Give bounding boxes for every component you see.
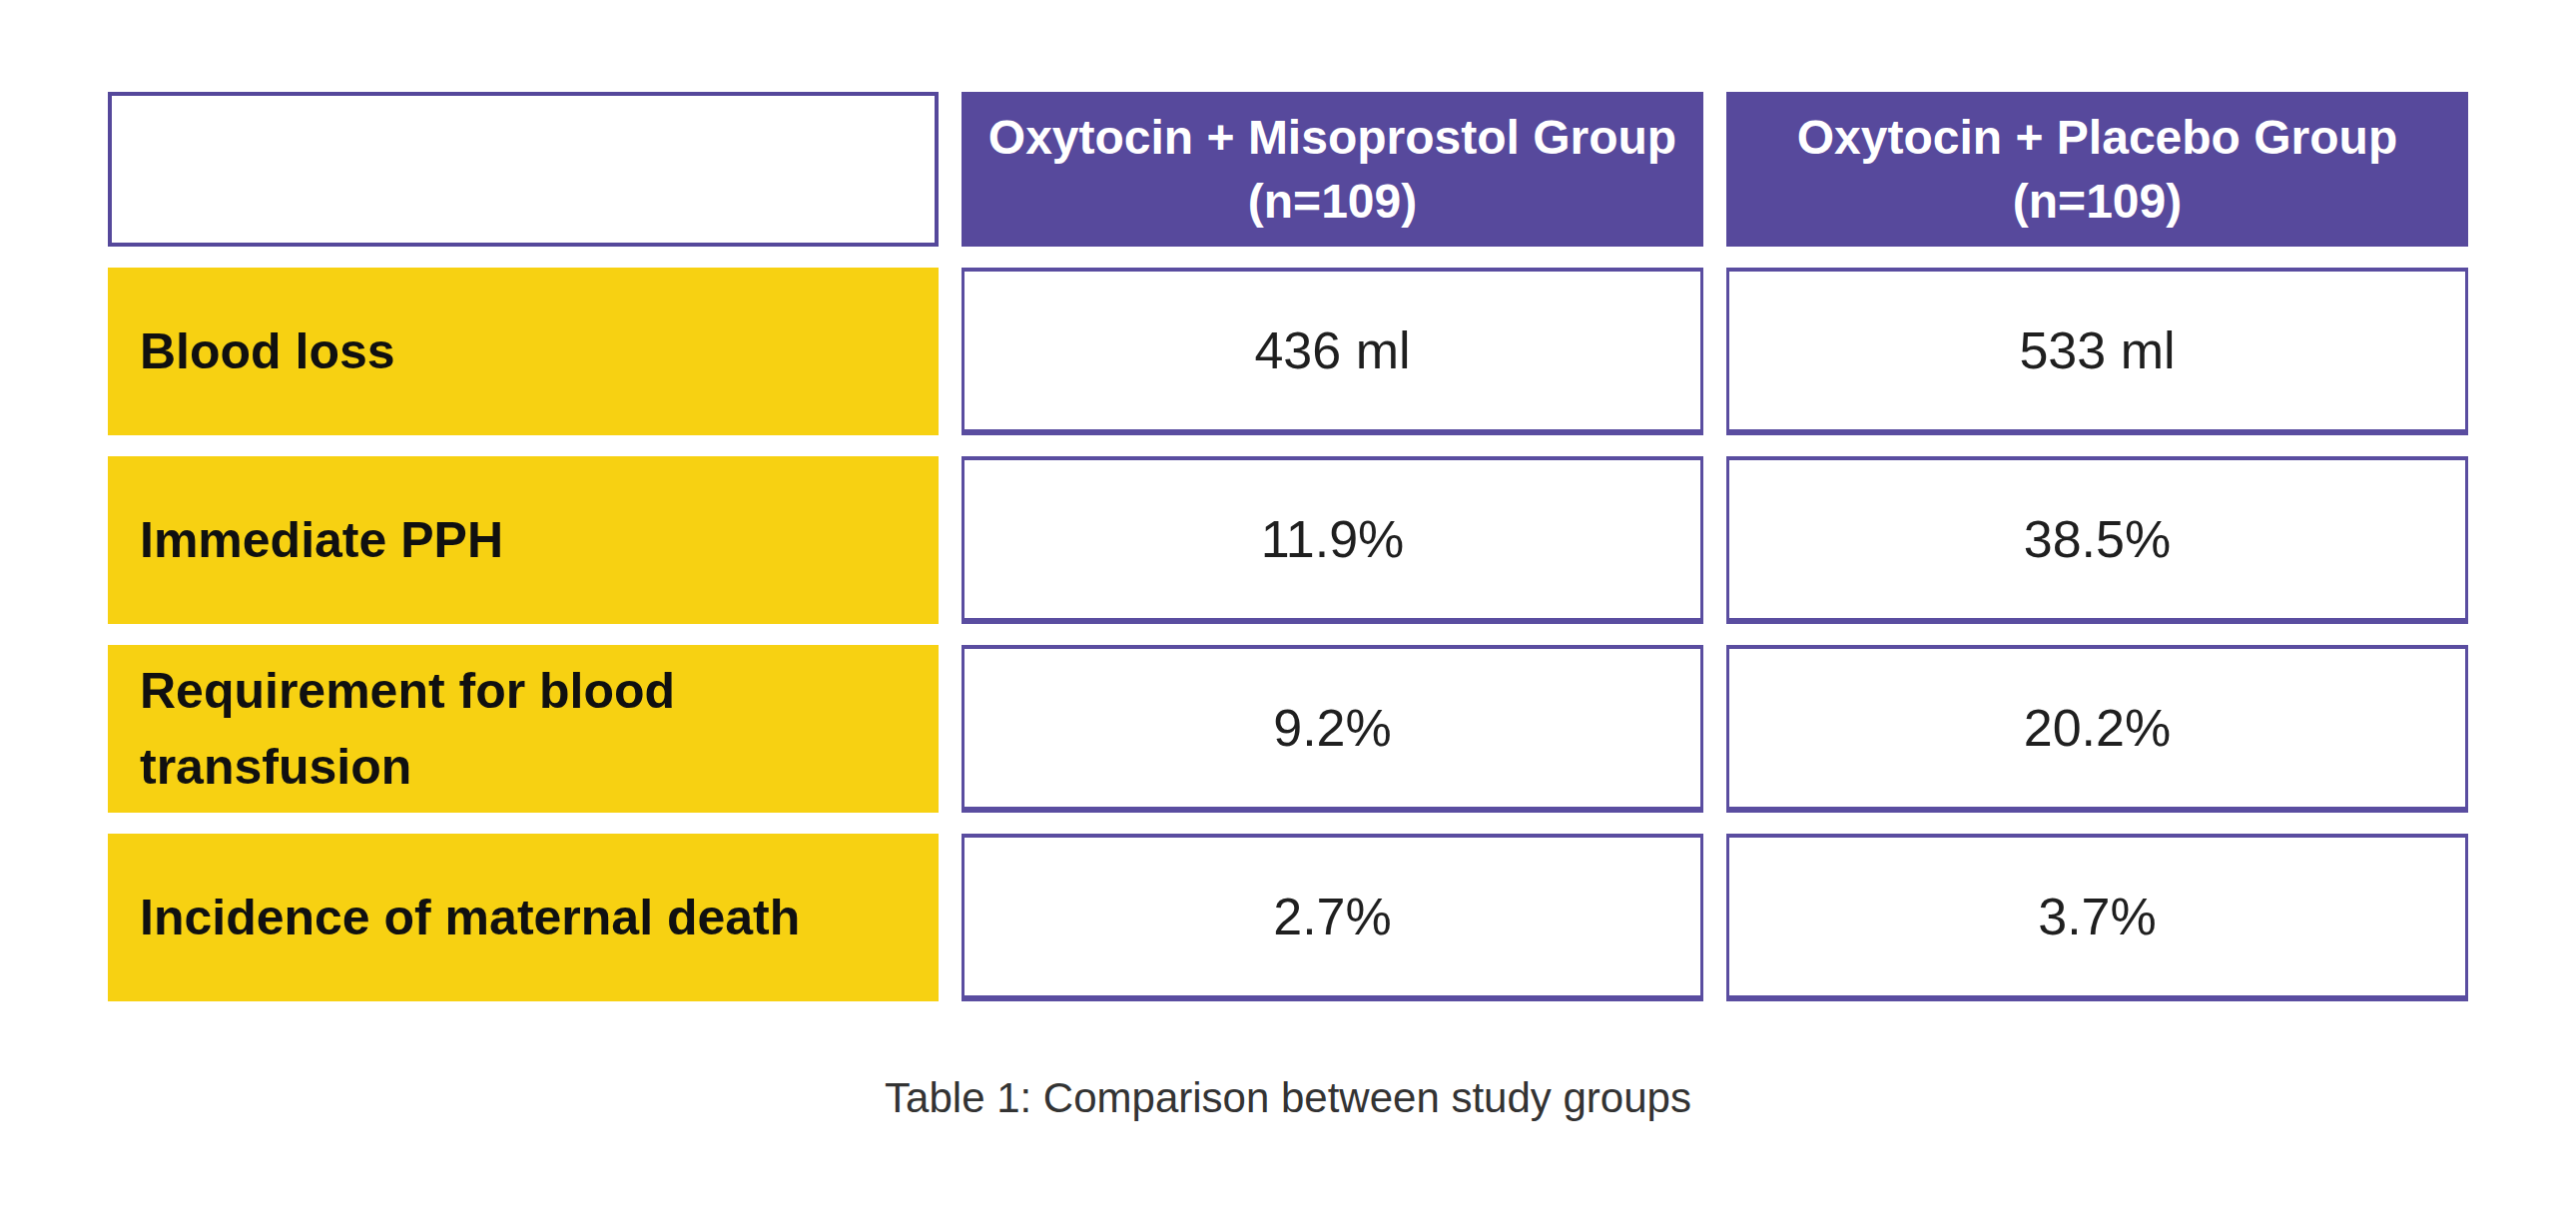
value-immediate-pph-misoprostol: 11.9% [962,456,1703,624]
value-blood-loss-misoprostol: 436 ml [962,268,1703,435]
row-label-blood-loss: Blood loss [108,268,939,435]
value-blood-transfusion-placebo: 20.2% [1726,645,2468,813]
value-immediate-pph-placebo: 38.5% [1726,456,2468,624]
value-maternal-death-misoprostol: 2.7% [962,834,1703,1001]
value-maternal-death-placebo: 3.7% [1726,834,2468,1001]
column-header-placebo-n: (n=109) [2013,170,2182,234]
table-caption: Table 1: Comparison between study groups [108,1073,2468,1123]
row-label-maternal-death: Incidence of maternal death [108,834,939,1001]
row-label-immediate-pph: Immediate PPH [108,456,939,624]
column-header-misoprostol-n: (n=109) [1248,170,1417,234]
column-header-placebo: Oxytocin + Placebo Group (n=109) [1726,92,2468,247]
comparison-table: Oxytocin + Misoprostol Group (n=109) Oxy… [108,92,2468,1001]
column-header-misoprostol: Oxytocin + Misoprostol Group (n=109) [962,92,1703,247]
row-label-blood-transfusion: Requirement for blood transfusion [108,645,939,813]
value-blood-transfusion-misoprostol: 9.2% [962,645,1703,813]
infographic-canvas: Oxytocin + Misoprostol Group (n=109) Oxy… [0,0,2576,1226]
value-blood-loss-placebo: 533 ml [1726,268,2468,435]
column-header-misoprostol-title: Oxytocin + Misoprostol Group [988,106,1676,170]
corner-cell [108,92,939,247]
column-header-placebo-title: Oxytocin + Placebo Group [1797,106,2397,170]
